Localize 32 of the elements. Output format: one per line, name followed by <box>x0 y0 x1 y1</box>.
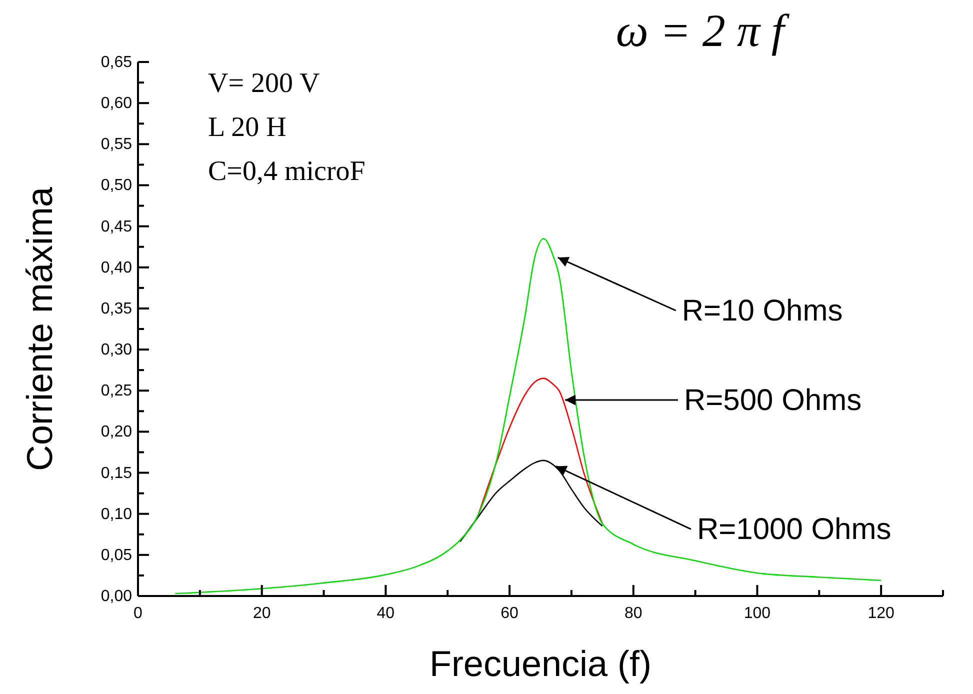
annotation: V= 200 V <box>208 68 320 99</box>
x-tick-label: 60 <box>500 605 519 622</box>
line-series <box>478 378 604 524</box>
y-tick-label: 0,05 <box>100 546 132 564</box>
annotation: R=1000 Ohms <box>696 513 892 546</box>
y-tick-label: 0,55 <box>100 136 132 154</box>
y-tick-label: 0,25 <box>100 382 132 400</box>
annotation: R=500 Ohms <box>684 384 862 417</box>
x-tick-label: 100 <box>744 605 771 622</box>
x-tick-label: 120 <box>868 605 895 622</box>
x-tick-label: 20 <box>252 605 271 622</box>
chart-title: ω = 2 π f <box>616 5 790 56</box>
annotation: R=10 Ohms <box>682 294 843 328</box>
x-axis-title: Frecuencia (f) <box>429 643 652 684</box>
y-tick-label: 0,45 <box>100 218 132 236</box>
y-tick-label: 0,20 <box>100 424 132 441</box>
y-tick-label: 0,30 <box>100 342 132 359</box>
line-series <box>459 460 604 542</box>
y-tick-label: 0,40 <box>100 259 132 276</box>
annotation: L 20 H <box>208 112 286 143</box>
y-tick-label: 0,15 <box>100 464 132 482</box>
y-axis-title: Corriente máxima <box>19 186 60 472</box>
y-tick-label: 0,65 <box>100 54 132 71</box>
x-tick-label: 80 <box>624 605 642 622</box>
y-tick-label: 0,60 <box>100 95 132 112</box>
x-tick-label: 0 <box>134 605 143 622</box>
x-tick-label: 40 <box>376 605 395 622</box>
y-tick-label: 0,35 <box>100 300 132 318</box>
y-tick-label: 0,50 <box>100 177 132 194</box>
y-tick-label: 0,10 <box>100 506 132 523</box>
annotation: C=0,4 microF <box>208 156 366 187</box>
y-tick-label: 0,00 <box>100 588 132 605</box>
